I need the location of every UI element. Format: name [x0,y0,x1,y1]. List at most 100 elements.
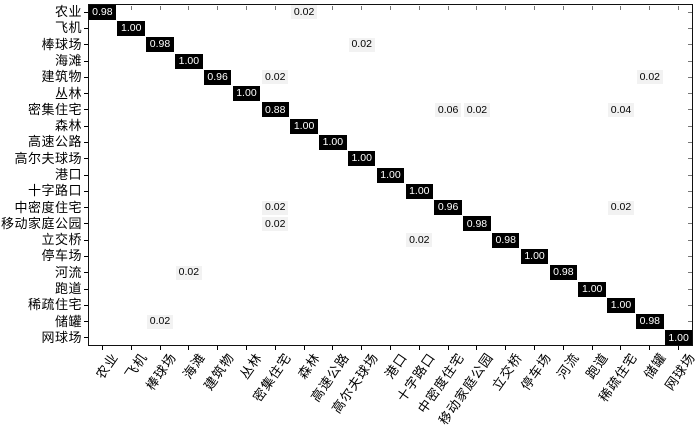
axis-tick-bottom [332,346,334,350]
axis-tick-bottom [303,346,305,350]
axis-tick-left [84,337,88,339]
y-axis-label: 跑道 [54,281,82,296]
matrix-cell: 0.02 [463,102,490,117]
axis-tick-bottom [361,346,363,350]
axis-tick-right [687,255,692,257]
matrix-cell: 0.98 [146,37,174,53]
axis-tick-top [188,5,190,10]
axis-tick-top [332,5,334,10]
axis-tick-bottom [562,346,564,350]
axis-tick-bottom [245,346,247,350]
axis-tick-right [687,288,692,290]
axis-tick-right [687,125,692,127]
axis-tick-left [84,190,88,192]
y-axis-label: 移动家庭公园 [0,215,82,231]
axis-tick-left [84,272,88,274]
axis-tick-left [84,60,88,62]
matrix-cell: 0.06 [435,102,462,117]
axis-tick-bottom [678,346,680,350]
axis-tick-right [687,321,692,323]
axis-tick-top [591,5,593,10]
axis-tick-right [687,60,692,62]
axis-tick-right [687,44,692,46]
matrix-cell: 0.96 [203,69,232,85]
axis-tick-bottom [591,346,593,350]
y-axis-label: 建筑物 [41,69,82,85]
axis-tick-left [84,141,88,143]
axis-tick-left [84,76,88,78]
matrix-cell: 0.96 [434,200,462,216]
axis-tick-right [687,272,692,274]
y-axis-label: 河流 [54,264,82,280]
axis-tick-bottom [649,346,651,350]
matrix-cell: 0.02 [636,70,663,85]
axis-tick-top [274,5,276,10]
axis-tick-left [84,109,88,111]
axis-tick-right [687,93,692,95]
y-axis-label: 飞机 [54,20,82,36]
axis-tick-bottom [620,346,622,350]
matrix-cell: 0.02 [175,265,202,280]
axis-tick-right [687,141,692,143]
matrix-cell: 1.00 [319,134,347,150]
matrix-cell: 0.98 [549,265,578,281]
matrix-cell: 1.00 [175,53,203,69]
axis-tick-left [84,288,88,290]
matrix-cell: 1.00 [405,183,434,199]
y-axis-label: 网球场 [41,329,82,345]
y-axis-label: 十字路口 [27,183,82,199]
y-axis-label: 海滩 [54,53,82,68]
axis-tick-left [84,44,88,46]
matrix-cell: 0.02 [406,233,433,248]
axis-tick-left [84,321,88,323]
axis-tick-left [84,11,88,13]
axis-tick-top [620,5,622,10]
matrix-cell: 1.00 [607,297,635,313]
matrix-cell: 0.02 [262,200,289,215]
y-axis-label: 农业 [54,4,82,20]
axis-tick-right [687,223,692,225]
y-axis-label: 高尔夫球场 [14,150,82,166]
matrix-cell: 0.88 [261,102,289,118]
axis-tick-right [687,27,692,29]
y-axis-label: 中密度住宅 [14,199,82,215]
matrix-cell: 1.00 [290,118,318,134]
axis-tick-top [418,5,420,10]
axis-tick-top [447,5,449,10]
axis-tick-top [159,5,161,10]
axis-tick-top [649,5,651,10]
axis-tick-right [687,11,692,13]
axis-tick-bottom [101,346,103,350]
matrix-cell: 0.98 [88,4,117,20]
axis-tick-bottom [476,346,478,350]
axis-tick-left [84,304,88,306]
matrix-cell: 0.98 [636,314,664,330]
axis-tick-right [687,158,692,160]
y-axis-label: 停车场 [41,248,82,264]
matrix-cell: 1.00 [232,86,261,102]
axis-tick-left [84,223,88,225]
axis-tick-right [687,190,692,192]
y-axis-label: 储罐 [54,313,82,329]
matrix-cell: 1.00 [578,281,606,297]
axis-tick-left [84,158,88,160]
matrix-cell: 0.02 [262,216,289,231]
matrix-cell: 1.00 [664,330,693,346]
axis-tick-bottom [130,346,132,350]
y-axis-label: 密集住宅 [27,101,82,117]
axis-tick-top [505,5,507,10]
axis-tick-bottom [505,346,507,350]
y-axis-label: 立交桥 [41,232,82,248]
axis-tick-left [84,239,88,241]
axis-tick-left [84,174,88,176]
axis-tick-right [687,304,692,306]
matrix-cell: 0.02 [607,200,634,215]
axis-tick-top [130,5,132,10]
axis-tick-left [84,27,88,29]
axis-tick-right [687,207,692,209]
matrix-cell: 0.98 [463,216,491,232]
axis-tick-left [84,207,88,209]
y-axis-label: 丛林 [54,85,82,101]
axis-tick-left [84,93,88,95]
